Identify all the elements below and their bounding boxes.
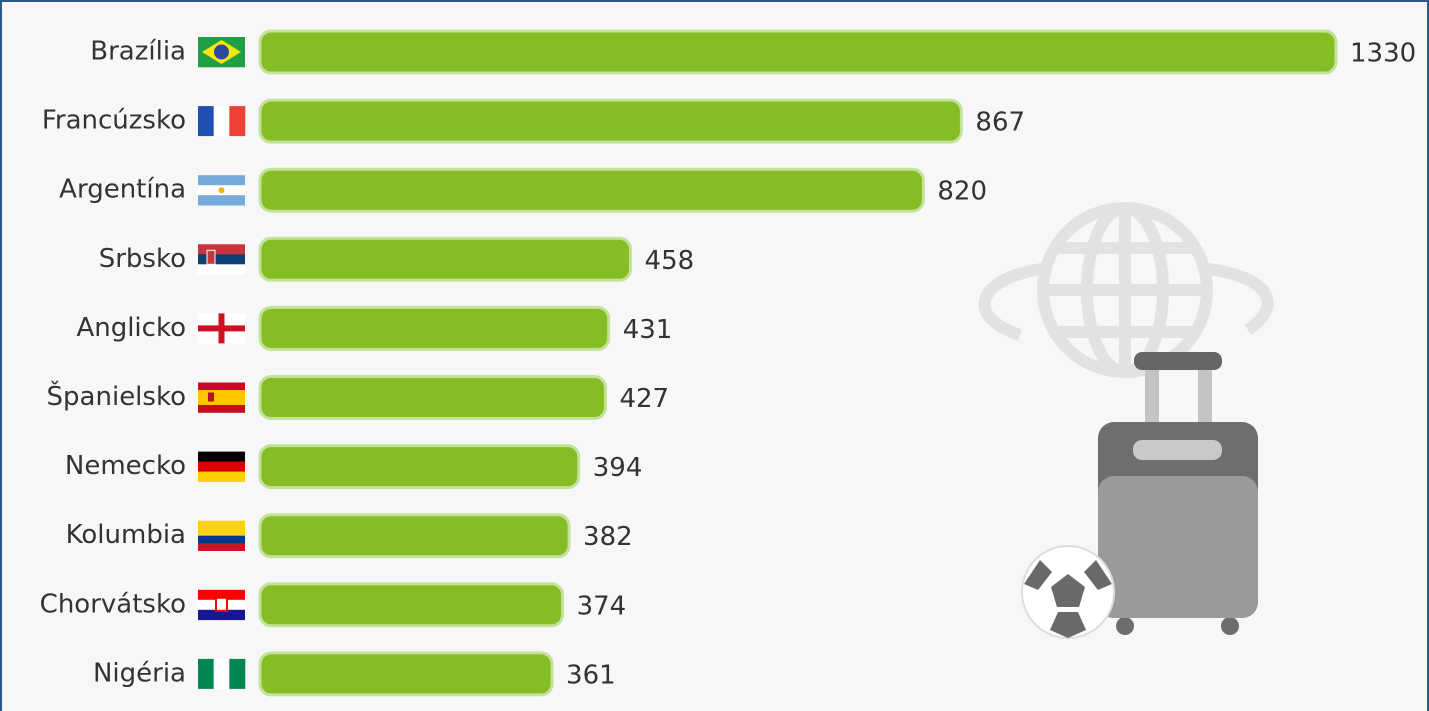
bar [260, 653, 552, 695]
flag [198, 175, 245, 205]
flag-part [219, 187, 225, 193]
flag-part [198, 462, 245, 472]
flag-part [214, 45, 229, 60]
category-label: Nemecko [65, 451, 186, 481]
flag [198, 106, 245, 136]
value-label: 1330 [1350, 39, 1416, 69]
value-label: 394 [593, 453, 643, 483]
flag-part [198, 254, 245, 264]
category-label: Argentína [59, 175, 186, 205]
category-label: Francúzsko [42, 106, 186, 136]
flag-part [198, 543, 245, 551]
flag-part [198, 175, 245, 185]
category-label: Srbsko [99, 244, 186, 274]
flag-part [229, 106, 245, 136]
category-label: Nigéria [93, 658, 186, 688]
flag-part [214, 659, 230, 689]
flag [198, 313, 245, 343]
flag [198, 521, 245, 551]
bar [260, 307, 609, 349]
flag-part [198, 264, 245, 274]
value-label: 382 [583, 522, 633, 552]
value-label: 427 [619, 384, 669, 414]
chart: Brazília 1330 Francúzsko 867 Argentína 820 Srb… [0, 0, 1429, 711]
flag-part [219, 313, 225, 343]
category-label: Chorvátsko [40, 589, 186, 619]
value-label: 374 [577, 591, 627, 621]
flag-part [198, 195, 245, 205]
flag-part [198, 472, 245, 482]
value-label: 820 [937, 177, 987, 207]
flag-part [198, 390, 245, 398]
bar [260, 377, 605, 419]
bar [260, 31, 1336, 73]
flag-part [208, 393, 214, 402]
value-label: 431 [623, 315, 673, 345]
bar [260, 238, 631, 280]
value-label: 867 [975, 108, 1025, 138]
flag-part [198, 536, 245, 544]
bar [260, 584, 563, 626]
flag-part [216, 598, 227, 611]
flag-part [198, 398, 245, 406]
bar [260, 446, 579, 488]
flag [198, 383, 245, 413]
flag [198, 244, 245, 274]
value-label: 361 [566, 660, 616, 690]
flag-part [198, 659, 214, 689]
flag [198, 590, 245, 620]
category-label: Španielsko [47, 380, 186, 412]
value-label: 458 [645, 246, 695, 276]
category-label: Brazília [90, 37, 186, 67]
flag-part [198, 106, 214, 136]
flag-part [198, 528, 245, 536]
flag-part [198, 405, 245, 413]
flag-part [207, 250, 215, 264]
flag-part [198, 383, 245, 391]
flag-part [198, 452, 245, 462]
category-label: Anglicko [76, 313, 186, 343]
bar [260, 515, 569, 557]
flag-part [198, 244, 245, 254]
flag [198, 452, 245, 482]
flag-part [198, 521, 245, 529]
flag [198, 37, 245, 67]
bar [260, 169, 923, 211]
bar [260, 100, 961, 142]
flag-part [214, 106, 230, 136]
flag [198, 659, 245, 689]
category-label: Kolumbia [66, 520, 186, 550]
flag-part [229, 659, 245, 689]
